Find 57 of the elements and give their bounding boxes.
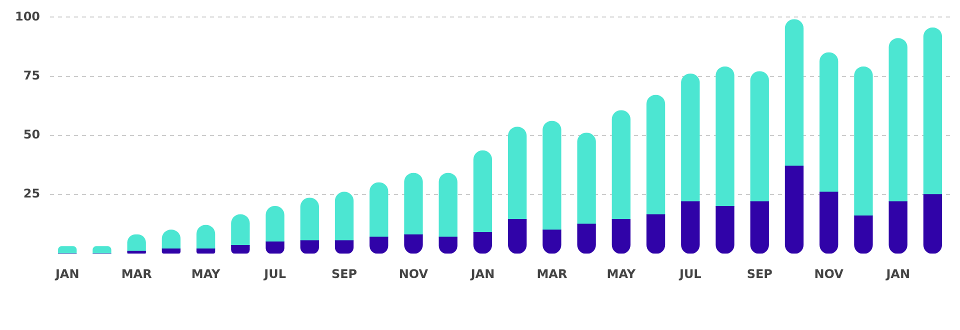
x-tick-label: SEP (746, 266, 773, 281)
x-tick-label: JUL (263, 266, 286, 281)
bar (127, 250, 146, 254)
x-tick-label: MAY (606, 266, 636, 281)
bar (92, 246, 112, 254)
x-tick-label: MAR (536, 266, 568, 281)
bar (438, 172, 458, 238)
bar (923, 28, 942, 195)
bar (612, 110, 630, 220)
bar (577, 224, 596, 254)
bar (231, 214, 250, 246)
bar (854, 66, 873, 216)
bar (681, 74, 700, 202)
bar (888, 201, 908, 254)
x-tick-label: SEP (331, 266, 358, 281)
bar (508, 218, 527, 254)
bar (784, 166, 804, 254)
bar (888, 38, 908, 202)
bar (646, 214, 666, 254)
x-tick-label: JUL (678, 266, 702, 281)
bar (196, 248, 216, 254)
bar (750, 201, 769, 254)
bar (750, 71, 769, 202)
x-tick-label: NOV (398, 266, 429, 281)
bar (854, 215, 873, 254)
bar (162, 248, 181, 254)
x-tick-label: JAN (885, 266, 910, 281)
y-tick-label: 50 (23, 128, 40, 142)
bar (820, 52, 838, 192)
bar (266, 206, 284, 242)
bar (542, 120, 562, 230)
x-tick-label: JAN (470, 266, 495, 281)
bar (923, 194, 942, 254)
y-tick-label: 75 (23, 68, 40, 82)
x-tick-label: NOV (814, 266, 844, 281)
bar (681, 201, 700, 254)
bar (404, 172, 423, 236)
bar (646, 94, 666, 215)
x-tick-label: JAN (54, 266, 80, 281)
bar (231, 244, 250, 254)
bar (716, 66, 734, 207)
bar (784, 19, 804, 166)
y-tick-label: 25 (23, 186, 40, 201)
bar (370, 182, 388, 238)
bar (612, 218, 630, 254)
x-tick-label: MAY (191, 266, 220, 281)
x-tick-label: MAR (121, 266, 152, 281)
bar (820, 192, 838, 254)
bar (300, 198, 319, 241)
bar (58, 246, 77, 254)
y-tick-label: 100 (14, 9, 40, 24)
bar (266, 241, 284, 254)
bar (716, 206, 734, 254)
bar (577, 132, 596, 224)
bar (334, 192, 354, 241)
bar (473, 150, 492, 233)
bar (508, 126, 527, 220)
